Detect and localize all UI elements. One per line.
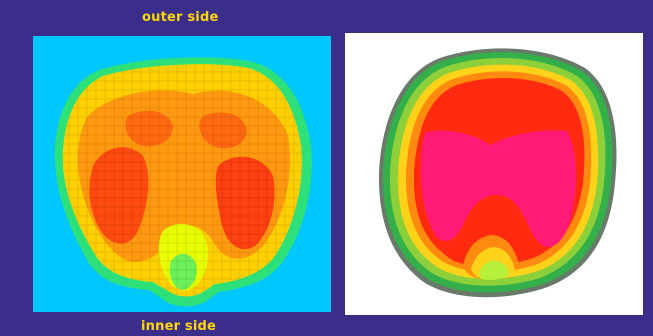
contour-image (378, 48, 617, 298)
inner-side-label: inner side (141, 319, 217, 334)
contour-panel (345, 33, 643, 315)
outer-side-label: outer side (142, 10, 219, 25)
heatmap-panel (33, 36, 331, 312)
heatmap-image (54, 57, 312, 307)
